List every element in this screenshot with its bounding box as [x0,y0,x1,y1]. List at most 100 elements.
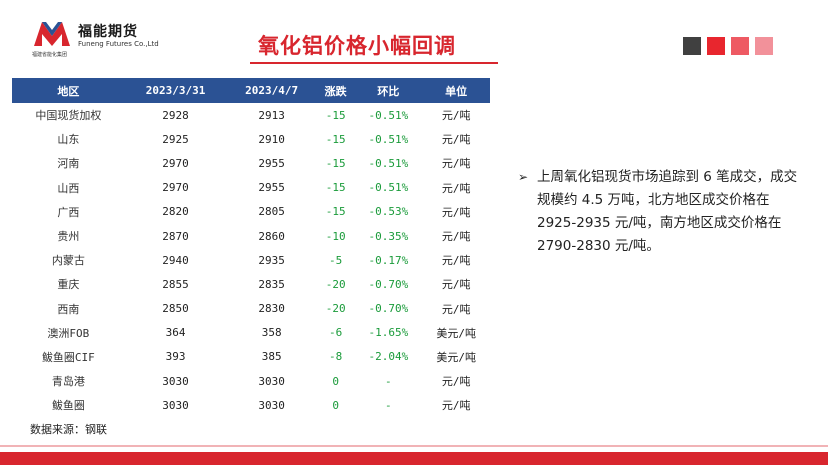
cell-region: 青岛港 [51,375,85,389]
cell-region: 鲅鱼圈 [51,399,85,413]
cell-unit: 元/吨 [441,157,471,171]
cell-pct-change: -2.04% [368,350,409,364]
cell-unit: 元/吨 [441,205,471,219]
cell-change: -15 [325,205,346,219]
cell-pct-change: -0.51% [368,156,409,170]
cell-pct-change: -0.53% [368,205,409,219]
summary-text: 上周氧化铝现货市场追踪到 6 笔成交，成交规模约 4.5 万吨，北方地区成交价格… [537,169,798,254]
cell-change: -20 [325,277,346,291]
cell-change: -15 [325,181,346,195]
table-row: 广西 2820 2805 -15 -0.53% 元/吨 [12,200,490,224]
cell-change: -20 [325,302,346,316]
decor-square [707,37,725,55]
table-header-row: 地区 2023/3/31 2023/4/7 涨跌 环比 单位 [12,78,490,103]
header-date-1: 2023/3/31 [145,84,206,97]
header-date-2: 2023/4/7 [245,84,299,97]
price-table: 地区 2023/3/31 2023/4/7 涨跌 环比 单位 中国现货加权 292… [12,78,490,417]
logo-chinese-name: 福能期货 [78,24,138,40]
table-row: 山西 2970 2955 -15 -0.51% 元/吨 [12,176,490,200]
cell-price-curr: 2910 [258,132,285,146]
cell-price-curr: 385 [261,350,282,364]
cell-price-prev: 2925 [162,132,189,146]
cell-pct-change: -0.17% [368,253,409,267]
cell-region: 山西 [57,181,80,195]
cell-change: -15 [325,156,346,170]
cell-region: 重庆 [57,278,80,292]
cell-pct-change: - [385,374,392,388]
cell-price-prev: 3030 [162,398,189,412]
cell-unit: 元/吨 [441,109,471,123]
cell-price-curr: 2955 [258,156,285,170]
cell-pct-change: -1.65% [368,326,409,340]
cell-price-curr: 3030 [258,374,285,388]
cell-price-prev: 2820 [162,205,189,219]
cell-change: -6 [329,326,343,340]
summary-bullet: ➢ 上周氧化铝现货市场追踪到 6 笔成交，成交规模约 4.5 万吨，北方地区成交… [518,166,798,258]
cell-price-prev: 2970 [162,181,189,195]
cell-unit: 元/吨 [441,278,471,292]
company-logo: 福能期货 Funeng Futures Co.,Ltd 福建省能化集团 [32,18,182,58]
cell-price-prev: 2850 [162,302,189,316]
cell-change: -10 [325,229,346,243]
cell-pct-change: -0.51% [368,132,409,146]
cell-pct-change: - [385,398,392,412]
table-row: 鲅鱼圈 3030 3030 0 - 元/吨 [12,393,490,417]
cell-price-curr: 2935 [258,253,285,267]
slide-title: 氧化铝价格小幅回调 [258,34,456,58]
bullet-arrow-icon: ➢ [518,170,529,184]
cell-price-prev: 2855 [162,277,189,291]
header-region: 地区 [57,84,80,98]
table-row: 澳洲FOB 364 358 -6 -1.65% 美元/吨 [12,321,490,345]
decor-square [755,37,773,55]
table-row: 青岛港 3030 3030 0 - 元/吨 [12,369,490,393]
cell-price-prev: 3030 [162,374,189,388]
cell-pct-change: -0.51% [368,108,409,122]
table-row: 中国现货加权 2928 2913 -15 -0.51% 元/吨 [12,103,490,127]
cell-unit: 美元/吨 [436,326,476,340]
footer-bar [0,452,828,465]
data-source: 数据来源：钢联 [30,423,107,436]
cell-region: 澳洲FOB [47,326,90,340]
table-row: 山东 2925 2910 -15 -0.51% 元/吨 [12,127,490,151]
cell-pct-change: -0.70% [368,302,409,316]
table-row: 鲅鱼圈CIF 393 385 -8 -2.04% 美元/吨 [12,345,490,369]
header-pct-change: 环比 [377,84,400,98]
cell-pct-change: -0.35% [368,229,409,243]
cell-price-curr: 3030 [258,398,285,412]
cell-change: -8 [329,350,343,364]
cell-region: 鲅鱼圈CIF [41,350,95,364]
decor-square [683,37,701,55]
cell-unit: 元/吨 [441,133,471,147]
table-row: 内蒙古 2940 2935 -5 -0.17% 元/吨 [12,248,490,272]
header-unit: 单位 [445,84,468,98]
table-row: 西南 2850 2830 -20 -0.70% 元/吨 [12,297,490,321]
footer-divider [0,445,828,447]
cell-unit: 元/吨 [441,399,471,413]
cell-unit: 元/吨 [441,254,471,268]
cell-pct-change: -0.51% [368,181,409,195]
cell-unit: 元/吨 [441,181,471,195]
cell-price-curr: 2860 [258,229,285,243]
cell-price-prev: 393 [165,350,186,364]
cell-change: -5 [329,253,343,267]
cell-unit: 元/吨 [441,230,471,244]
table-row: 重庆 2855 2835 -20 -0.70% 元/吨 [12,272,490,296]
cell-region: 中国现货加权 [35,109,102,123]
cell-region: 西南 [57,302,80,316]
cell-price-prev: 2870 [162,229,189,243]
cell-price-curr: 2835 [258,277,285,291]
cell-price-curr: 2913 [258,108,285,122]
cell-change: -15 [325,108,346,122]
logo-group-name: 福建省能化集团 [32,52,68,58]
cell-pct-change: -0.70% [368,277,409,291]
cell-price-curr: 2830 [258,302,285,316]
cell-region: 内蒙古 [51,254,85,268]
cell-region: 广西 [57,205,80,219]
funeng-logo-icon [34,22,70,46]
cell-region: 河南 [57,157,80,171]
cell-unit: 元/吨 [441,375,471,389]
cell-unit: 美元/吨 [436,350,476,364]
cell-price-curr: 2805 [258,205,285,219]
cell-change: 0 [332,398,339,412]
decor-squares [683,37,773,55]
